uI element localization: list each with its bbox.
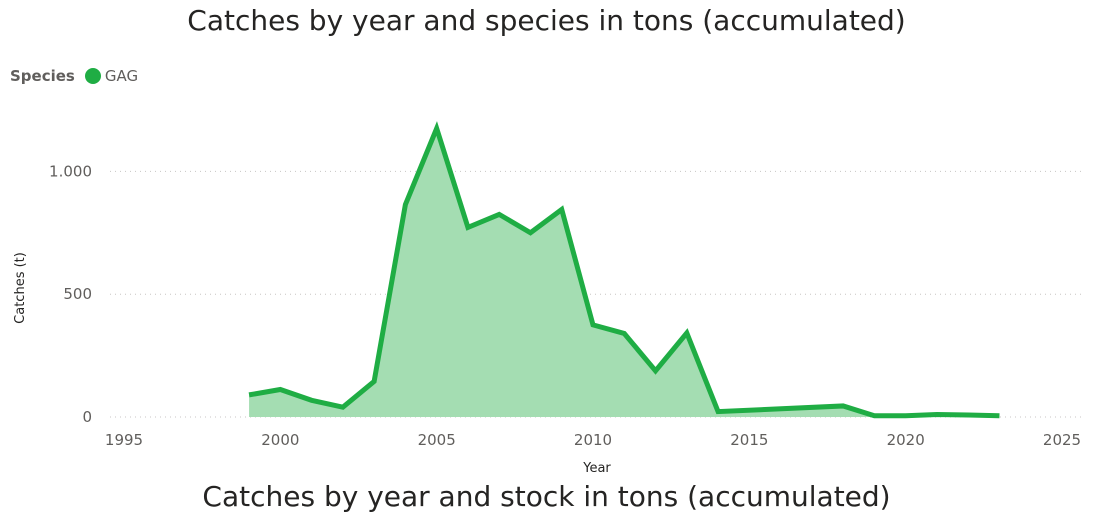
data-point-2007[interactable] <box>496 211 502 217</box>
data-point-2014[interactable] <box>715 409 721 415</box>
x-tick-label: 2015 <box>730 431 768 449</box>
data-point-2003[interactable] <box>371 378 377 384</box>
y-tick-label: 1.000 <box>49 162 92 180</box>
x-axis-title: Year <box>582 461 611 476</box>
legend-title: Species <box>10 67 75 85</box>
data-point-2010[interactable] <box>590 322 596 328</box>
x-tick-label: 2020 <box>887 431 925 449</box>
data-point-2021[interactable] <box>934 412 940 418</box>
x-tick-label: 2010 <box>574 431 612 449</box>
second-chart-title: Catches by year and stock in tons (accum… <box>202 480 891 513</box>
data-point-2013[interactable] <box>684 330 690 336</box>
y-tick-label: 500 <box>63 285 92 303</box>
data-point-2022[interactable] <box>965 412 971 418</box>
data-point-2008[interactable] <box>527 230 533 236</box>
data-point-2023[interactable] <box>996 413 1002 419</box>
data-point-2019[interactable] <box>871 413 877 419</box>
data-point-2006[interactable] <box>465 224 471 230</box>
data-point-1999[interactable] <box>246 392 252 398</box>
data-point-2012[interactable] <box>653 368 659 374</box>
x-tick-label: 2005 <box>418 431 456 449</box>
data-point-2001[interactable] <box>309 397 315 403</box>
data-point-2004[interactable] <box>402 202 408 208</box>
data-point-2002[interactable] <box>340 404 346 410</box>
x-tick-label: 2025 <box>1043 431 1081 449</box>
data-point-2009[interactable] <box>559 206 565 212</box>
chart-title: Catches by year and species in tons (acc… <box>187 4 906 37</box>
legend-dot-icon <box>84 68 101 84</box>
x-tick-label: 2000 <box>261 431 299 449</box>
data-point-2000[interactable] <box>277 386 283 392</box>
data-point-2018[interactable] <box>840 403 846 409</box>
y-tick-label: 0 <box>82 408 92 426</box>
data-point-2011[interactable] <box>621 330 627 336</box>
data-point-2020[interactable] <box>903 413 909 419</box>
series-area-gag[interactable] <box>249 128 1000 418</box>
x-tick-label: 1995 <box>105 431 143 449</box>
legend: Species GAG <box>10 66 138 86</box>
series-line-gag[interactable] <box>248 121 1000 419</box>
data-point-2005[interactable] <box>434 125 440 131</box>
y-axis-title: Catches (t) <box>13 252 28 324</box>
legend-item-gag[interactable]: GAG <box>104 67 139 85</box>
